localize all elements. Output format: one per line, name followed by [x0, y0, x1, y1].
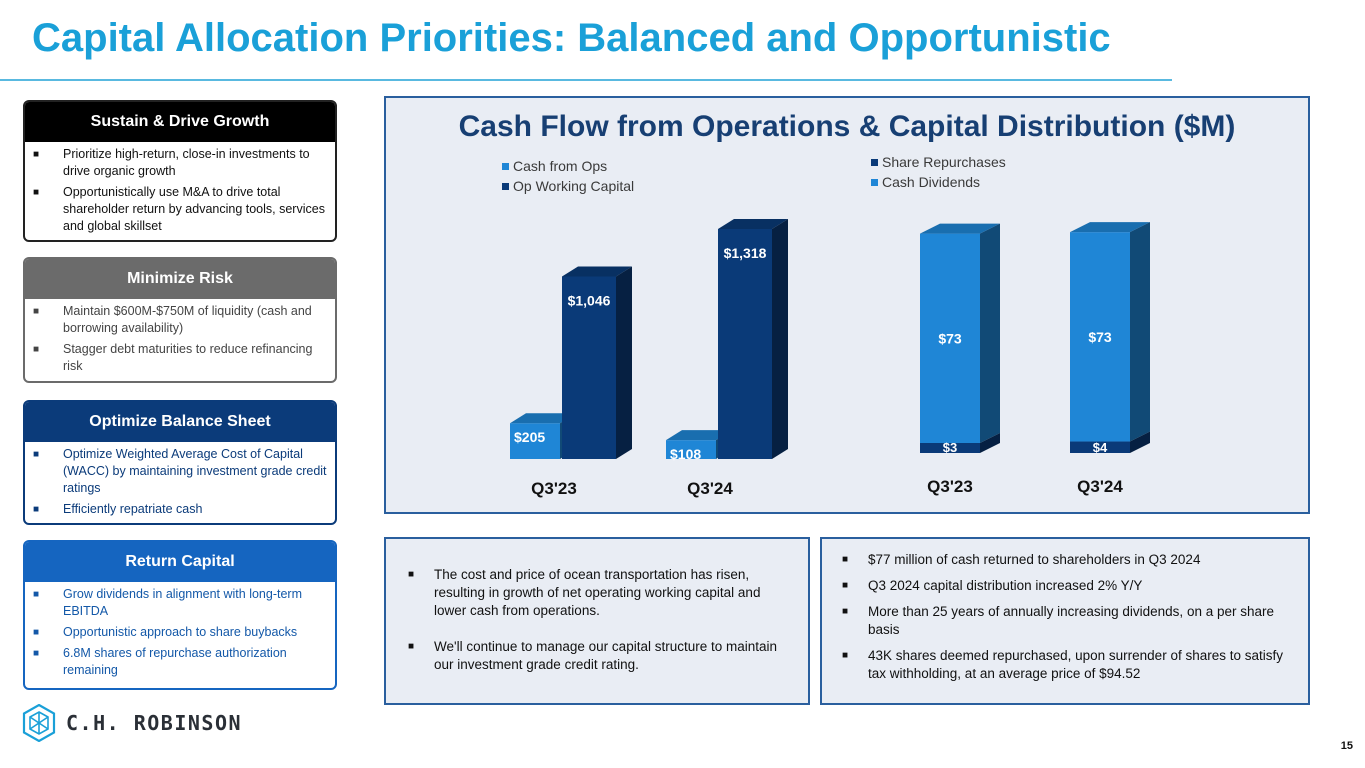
commentary-item: ■ $77 million of cash returned to shareho…	[842, 552, 1201, 567]
bar-cash-dividends-top	[1070, 222, 1150, 233]
priority-card-risk: Minimize Risk ■ Maintain $600M-$750M of l…	[23, 257, 337, 383]
data-label: $3	[943, 440, 957, 455]
legend-swatch	[502, 163, 509, 170]
x-tick-label: Q3'23	[531, 479, 577, 498]
bar-share-repurchases-side	[1130, 431, 1150, 453]
commentary-item: ■ More than 25 years of annually increasi…	[842, 604, 1274, 637]
commentary-left-box: ■ The cost and price of ocean transportat…	[384, 537, 810, 705]
bar-cash-from-ops	[510, 423, 560, 459]
hexagon-logo-icon	[22, 704, 56, 742]
priority-item: ■ Opportunistically use M&A to drive tota…	[33, 185, 325, 233]
bullet-icon: ■	[33, 149, 40, 160]
bullet-icon: ■	[33, 627, 40, 638]
chart-svg: $205 $1,046 Q3'23 $108 $1,318 Q3'24 Cash from …	[502, 154, 1150, 498]
bar-cash-dividends-side	[980, 223, 1000, 443]
bar-cash-from-ops-top	[510, 413, 576, 424]
bullet-icon: ■	[842, 650, 849, 661]
bullet-icon: ■	[33, 306, 40, 317]
priority-item: ■ Maintain $600M-$750M of liquidity (cash…	[33, 304, 312, 335]
commentary-item: ■ 43K shares deemed repurchased, upon sur…	[842, 648, 1283, 681]
bar-cash-dividends	[920, 233, 980, 443]
bullet-icon: ■	[33, 187, 40, 198]
data-label: $1,318	[724, 245, 767, 261]
legend-label: Share Repurchases	[882, 154, 1006, 170]
chart-panel: Cash Flow from Operations & Capital Dist…	[384, 96, 1310, 514]
data-label: $108	[670, 446, 701, 462]
priority-item: ■ Opportunistic approach to share buyback…	[33, 625, 298, 639]
bar-cash-from-ops-top	[666, 430, 732, 441]
priority-item: ■ Efficiently repatriate cash	[33, 502, 203, 516]
commentary-item: ■ We'll continue to manage our capital st…	[408, 639, 778, 672]
bar-cash-dividends-side	[1130, 222, 1150, 442]
bar-share-repurchases-side	[980, 433, 1000, 453]
priority-item: ■ Grow dividends in alignment with long-t…	[33, 587, 302, 618]
x-tick-label: Q3'24	[1077, 477, 1123, 496]
bullet-icon: ■	[33, 648, 40, 659]
legend-swatch	[871, 179, 878, 186]
priority-card-balance-sheet: Optimize Balance Sheet ■ Optimize Weighte…	[23, 400, 337, 525]
bar-op-working-capital-side	[772, 219, 788, 459]
bullet-icon: ■	[33, 589, 40, 600]
bar-op-working-capital-top	[562, 266, 632, 277]
bar-cash-dividends-top	[920, 223, 1000, 234]
bullet-icon: ■	[408, 569, 415, 580]
slide-title: Capital Allocation Priorities: Balanced …	[32, 16, 1111, 60]
bar-op-working-capital	[718, 229, 772, 459]
bar-op-working-capital-top	[718, 219, 788, 229]
bar-share-repurchases	[920, 443, 980, 453]
priority-heading: Sustain & Drive Growth	[25, 102, 335, 142]
priority-card-growth: Sustain & Drive Growth ■ Prioritize high-…	[23, 100, 337, 242]
x-tick-label: Q3'24	[687, 479, 733, 498]
bullet-icon: ■	[33, 449, 40, 460]
legend-swatch	[871, 159, 878, 166]
legend-swatch	[502, 183, 509, 190]
priority-heading: Optimize Balance Sheet	[25, 402, 335, 442]
logo-text: C.H. ROBINSON	[66, 711, 243, 735]
legend-label: Cash from Ops	[513, 158, 607, 174]
data-label: $4	[1093, 440, 1108, 455]
commentary-item: ■ The cost and price of ocean transportat…	[408, 567, 761, 618]
bar-op-working-capital-side	[616, 266, 632, 459]
bullet-icon: ■	[33, 344, 40, 355]
priority-heading: Minimize Risk	[25, 259, 335, 299]
chart-title: Cash Flow from Operations & Capital Dist…	[458, 110, 1236, 143]
commentary-item: ■ Q3 2024 capital distribution increased …	[842, 578, 1143, 593]
bar-share-repurchases	[1070, 441, 1130, 453]
bullet-icon: ■	[842, 606, 849, 617]
priority-card-return-capital: Return Capital ■ Grow dividends in alignm…	[23, 540, 337, 690]
bullet-icon: ■	[408, 641, 415, 652]
data-label: $73	[938, 330, 962, 346]
commentary-right-box: ■ $77 million of cash returned to shareho…	[820, 537, 1310, 705]
data-label: $73	[1088, 329, 1112, 345]
bullet-icon: ■	[33, 504, 40, 515]
bullet-icon: ■	[842, 580, 849, 591]
data-label: $205	[514, 429, 545, 445]
bar-cash-dividends	[1070, 232, 1130, 442]
legend-label: Cash Dividends	[882, 174, 980, 190]
priority-item: ■ 6.8M shares of repurchase authorization…	[33, 646, 287, 677]
priority-heading: Return Capital	[25, 542, 335, 582]
x-tick-label: Q3'23	[927, 477, 973, 496]
priority-item: ■ Optimize Weighted Average Cost of Capit…	[33, 447, 327, 495]
priority-item: ■ Stagger debt maturities to reduce refin…	[33, 342, 313, 373]
priority-item: ■ Prioritize high-return, close-in invest…	[33, 147, 310, 178]
page-number: 15	[1340, 740, 1353, 752]
bar-op-working-capital	[562, 276, 616, 459]
data-label: $1,046	[568, 292, 611, 308]
bullet-icon: ■	[842, 554, 849, 565]
company-logo: C.H. ROBINSON	[22, 704, 242, 742]
bar-cash-from-ops	[666, 440, 716, 459]
legend-label: Op Working Capital	[513, 178, 634, 194]
title-divider	[0, 79, 1172, 81]
